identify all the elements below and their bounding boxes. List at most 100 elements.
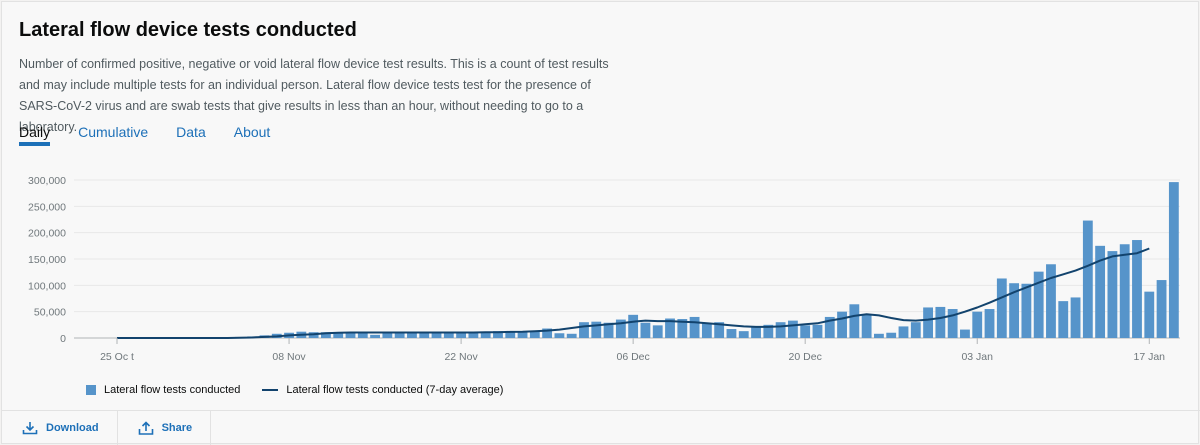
bar <box>628 314 639 338</box>
bar <box>333 332 344 338</box>
bar <box>603 322 614 338</box>
bar <box>726 329 737 338</box>
chart-title: Lateral flow device tests conducted <box>19 19 357 41</box>
bar <box>529 331 540 338</box>
bar <box>382 332 393 338</box>
x-tick-label: 22 Nov <box>444 351 478 363</box>
bar <box>321 332 331 338</box>
chart-legend: Lateral flow tests conducted Lateral flo… <box>86 384 503 396</box>
bar <box>984 309 995 338</box>
download-button[interactable]: Download <box>2 411 118 445</box>
bar <box>554 333 565 338</box>
bar <box>1095 245 1106 338</box>
bar <box>505 331 516 338</box>
chart-description: Number of confirmed positive, negative o… <box>19 57 609 134</box>
card-footer: Download Share <box>2 410 1200 445</box>
bar <box>947 309 958 338</box>
y-tick-label: 200,000 <box>28 228 66 240</box>
bar <box>1070 297 1081 338</box>
line-legend-swatch <box>262 389 279 391</box>
bar <box>763 324 774 338</box>
bar <box>517 331 528 338</box>
bar-chart: 0 50,000 100,000 150,000 200,000 250,000 300,0… <box>28 175 1180 363</box>
bar <box>431 332 442 338</box>
bar <box>751 327 761 338</box>
bar <box>370 334 380 338</box>
bar <box>1119 244 1130 338</box>
bar <box>1009 283 1020 338</box>
bar <box>407 332 417 338</box>
share-label: Share <box>161 422 193 434</box>
bar <box>824 316 835 338</box>
bar <box>394 332 405 338</box>
bar <box>345 332 356 338</box>
bar <box>1132 240 1142 338</box>
bar <box>800 325 811 338</box>
bar <box>787 320 798 338</box>
download-icon <box>22 422 38 435</box>
x-tick-label: 25 Oc t <box>100 351 134 363</box>
bar <box>1168 182 1179 338</box>
bar <box>849 304 860 338</box>
bar <box>812 324 823 338</box>
x-tick-label: 17 Jan <box>1134 351 1166 363</box>
bar <box>443 332 454 338</box>
bar <box>566 333 577 338</box>
bar <box>738 331 749 338</box>
bar <box>886 332 897 338</box>
tab-about[interactable]: About <box>233 124 271 140</box>
y-tick-label: 100,000 <box>28 280 66 292</box>
bar <box>665 318 675 338</box>
bar <box>1033 271 1044 338</box>
bar <box>419 332 430 338</box>
share-button[interactable]: Share <box>118 411 212 445</box>
y-tick-label: 150,000 <box>28 254 66 266</box>
bar <box>1021 283 1032 338</box>
bar <box>677 319 688 338</box>
x-tick-label: 20 Dec <box>789 351 822 363</box>
bar <box>468 331 479 338</box>
bar <box>874 333 884 338</box>
tab-bar: Daily Cumulative Data About <box>19 124 298 146</box>
legend-label-average: Lateral flow tests conducted (7-day aver… <box>286 384 504 396</box>
bar <box>1046 264 1056 338</box>
bar <box>1107 251 1118 338</box>
bar <box>960 329 970 338</box>
bar <box>996 278 1007 338</box>
y-tick-label: 250,000 <box>28 201 66 213</box>
bar <box>615 319 626 338</box>
y-tick-label: 0 <box>60 333 66 345</box>
bar <box>910 322 921 338</box>
bar <box>1144 291 1155 338</box>
x-tick-label: 06 Dec <box>617 351 650 363</box>
bar <box>493 331 503 338</box>
average-line <box>117 247 1150 339</box>
bar <box>861 314 872 338</box>
bar-legend-swatch <box>86 385 96 395</box>
bar <box>640 322 651 338</box>
bar <box>456 333 467 338</box>
bar <box>1082 220 1093 338</box>
bar <box>1058 301 1069 338</box>
bar <box>357 333 368 338</box>
bar <box>689 316 700 338</box>
legend-label-bars: Lateral flow tests conducted <box>104 384 241 396</box>
bar <box>542 328 553 338</box>
tab-daily[interactable]: Daily <box>19 124 51 146</box>
download-label: Download <box>46 422 99 434</box>
bar <box>935 306 946 338</box>
bar <box>591 321 602 338</box>
bar <box>701 323 712 338</box>
bar <box>714 322 725 338</box>
tab-data[interactable]: Data <box>176 124 206 140</box>
bar <box>480 331 491 338</box>
bar <box>898 326 909 338</box>
x-tick-label: 03 Jan <box>961 351 993 363</box>
y-tick-label: 300,000 <box>28 175 66 187</box>
tab-cumulative[interactable]: Cumulative <box>78 124 149 140</box>
bar <box>579 322 589 338</box>
bar <box>1156 280 1167 338</box>
bar <box>837 311 847 338</box>
y-tick-label: 50,000 <box>34 307 66 319</box>
